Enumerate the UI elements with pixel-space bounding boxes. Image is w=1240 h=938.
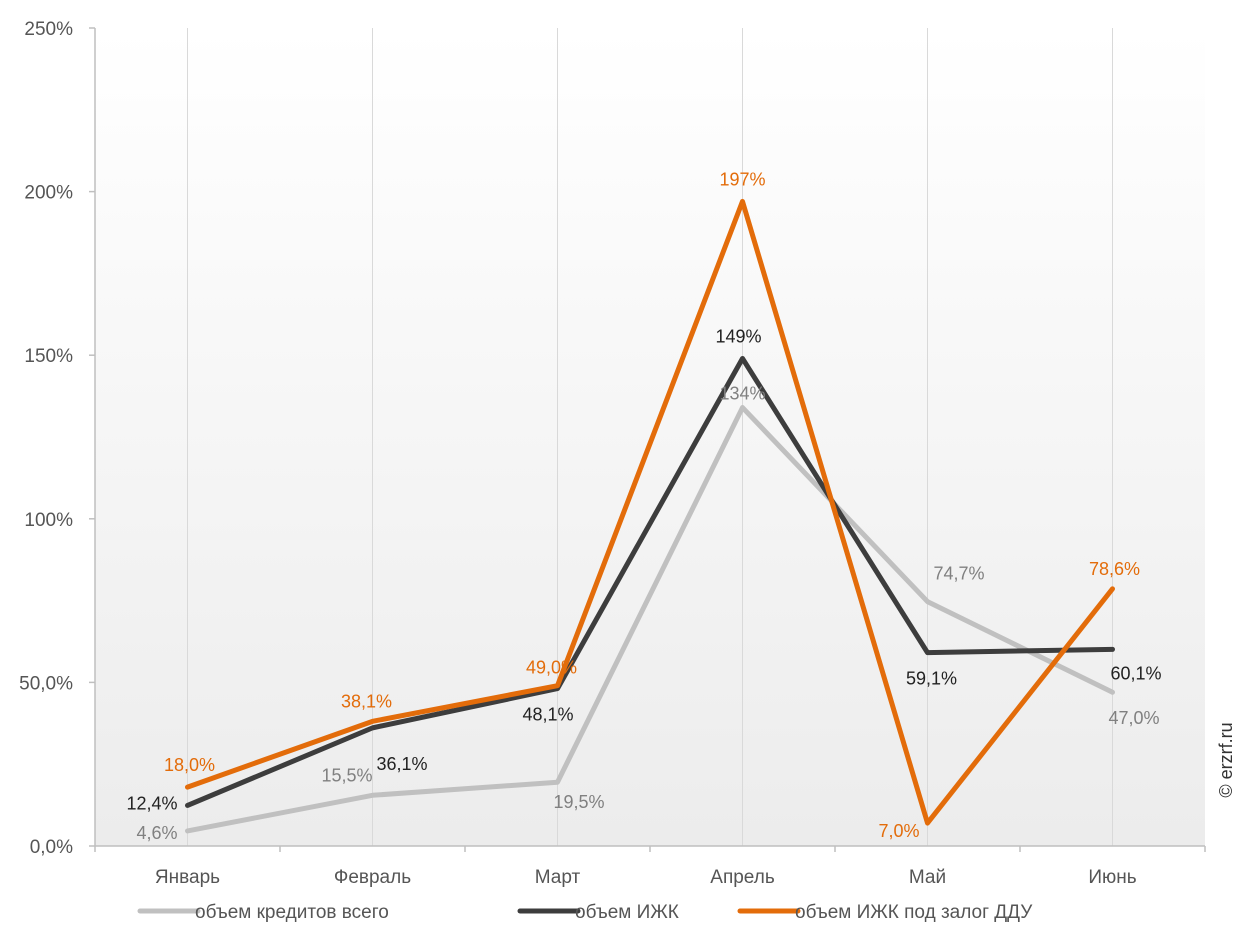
series-line-3 — [185, 198, 1115, 826]
x-tick-label: Февраль — [334, 867, 411, 888]
y-tick-label: 100% — [24, 510, 73, 531]
data-label: 4,6% — [136, 823, 177, 843]
x-tick-label: Апрель — [710, 867, 775, 888]
x-tick-label: Май — [909, 867, 946, 888]
y-tick-label: 50,0% — [19, 673, 73, 694]
y-tick-label: 150% — [24, 346, 73, 367]
data-label: 74,7% — [934, 564, 985, 584]
data-label: 36,1% — [377, 754, 428, 774]
x-tick-label: Январь — [155, 867, 220, 888]
data-label: 149% — [715, 326, 761, 346]
data-label: 15,5% — [321, 765, 372, 785]
data-label: 48,1% — [522, 705, 573, 725]
x-tick-label: Март — [535, 867, 581, 888]
legend-label: объем ИЖК — [575, 902, 679, 923]
legend-label: объем кредитов всего — [195, 902, 389, 923]
y-tick-label: 250% — [24, 19, 73, 40]
data-label: 78,6% — [1089, 559, 1140, 579]
credit-text: © erzrf.ru — [1216, 722, 1236, 797]
data-label: 47,0% — [1109, 708, 1160, 728]
x-tick-label: Июнь — [1088, 867, 1136, 888]
series-line-2 — [185, 355, 1115, 808]
data-label: 60,1% — [1111, 663, 1162, 683]
data-label: 134% — [719, 384, 765, 404]
data-label: 12,4% — [126, 793, 177, 813]
data-label: 59,1% — [906, 669, 957, 689]
data-label: 7,0% — [878, 821, 919, 841]
y-tick-label: 0,0% — [30, 837, 73, 858]
series-line-1 — [185, 405, 1115, 834]
y-tick-label: 200% — [24, 183, 73, 204]
data-label: 38,1% — [341, 691, 392, 711]
data-label: 197% — [719, 169, 765, 189]
legend-label: объем ИЖК под залог ДДУ — [795, 902, 1033, 923]
data-label: 19,5% — [554, 792, 605, 812]
data-label: 49,0% — [526, 658, 577, 678]
data-label: 18,0% — [164, 755, 215, 775]
